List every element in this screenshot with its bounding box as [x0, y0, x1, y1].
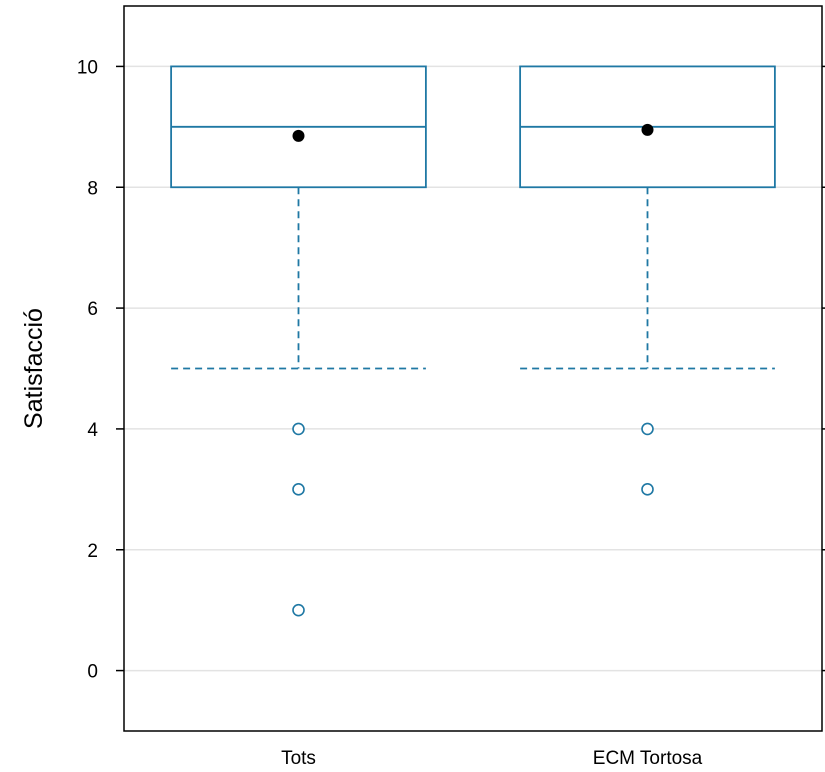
y-tick-label: 6	[87, 299, 98, 320]
box-group	[170, 65, 427, 617]
box-group	[519, 65, 776, 496]
outlier-point	[292, 603, 305, 617]
mean-point	[292, 129, 305, 142]
mean-point	[641, 123, 654, 136]
tick-layer: 0 2 4 6 8 10 Tots ECM Tortosa	[77, 57, 825, 769]
y-axis-label: Satisfacció	[20, 308, 48, 429]
outlier-point	[641, 483, 654, 496]
x-category-label: ECM Tortosa	[593, 748, 703, 769]
x-category-label: Tots	[281, 748, 316, 769]
plot-frame	[123, 5, 823, 732]
outlier-point	[292, 483, 305, 496]
box-layer	[170, 65, 776, 617]
y-tick-label: 0	[87, 662, 98, 683]
y-tick-label: 4	[87, 420, 98, 441]
outlier-point	[641, 422, 654, 436]
y-tick-label: 8	[87, 178, 98, 199]
y-tick-label: 10	[77, 57, 98, 78]
y-tick-label: 2	[87, 541, 98, 562]
outlier-point	[292, 422, 305, 436]
